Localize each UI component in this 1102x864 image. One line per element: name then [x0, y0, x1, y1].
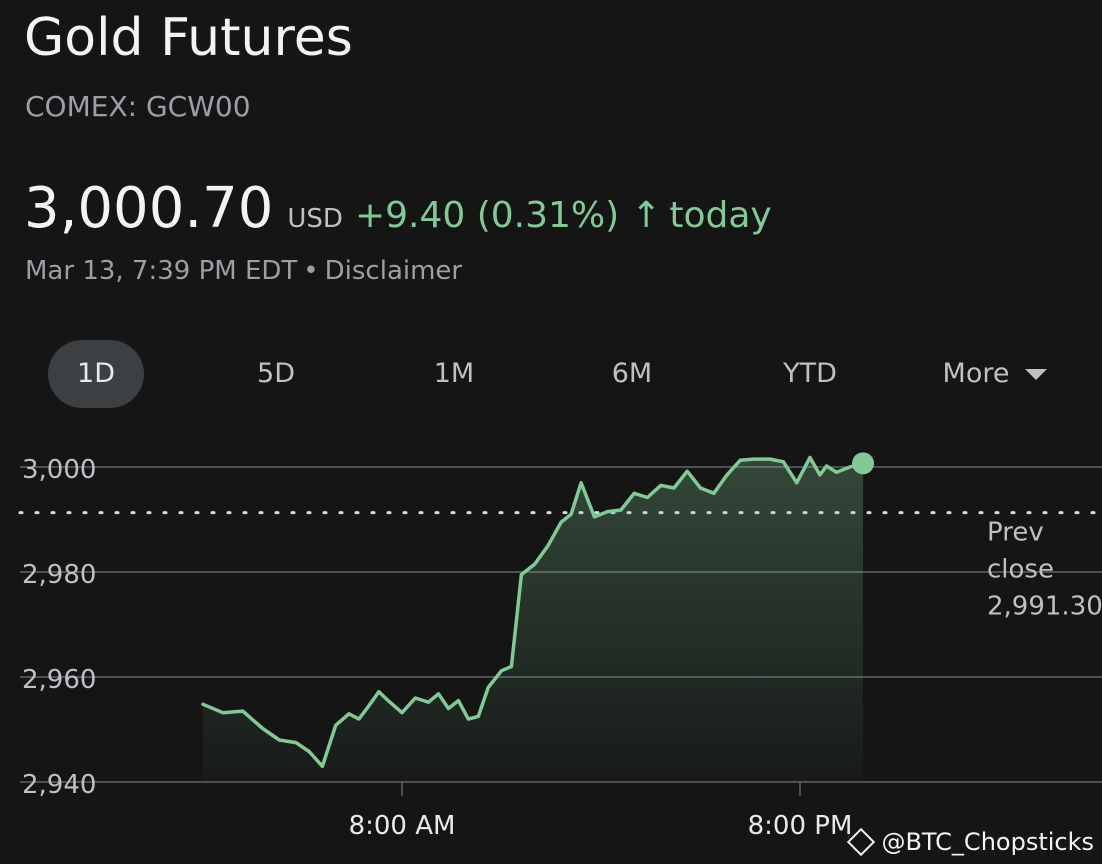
ticker-symbol: COMEX: GCW00 [25, 90, 251, 123]
range-tabs: 1D 5D 1M 6M YTD More [48, 340, 1078, 410]
tab-6m[interactable]: 6M [611, 358, 653, 389]
current-point [852, 452, 875, 475]
y-tick-label: 2,960 [22, 665, 96, 695]
watermark: @BTC_Chopsticks [847, 827, 1094, 857]
x-tick-label: 8:00 PM [748, 811, 853, 841]
timestamp: Mar 13, 7:39 PM EDT [25, 256, 298, 286]
prev-close-value: 2,991.30 [987, 592, 1102, 622]
y-tick-label: 3,000 [22, 455, 96, 485]
chevron-down-icon [1025, 369, 1048, 380]
tab-1m[interactable]: 1M [433, 358, 475, 389]
price-row: 3,000.70 USD +9.40 (0.31%) ↑ today [24, 176, 772, 241]
logo-icon [847, 827, 876, 857]
x-tick-label: 8:00 AM [349, 811, 456, 841]
change-period: today [669, 195, 772, 236]
price-change: +9.40 (0.31%) [354, 195, 620, 236]
prev-close-label: Prev [987, 518, 1044, 548]
tab-5d[interactable]: 5D [257, 358, 295, 389]
separator: • [303, 256, 319, 286]
page-title: Gold Futures [24, 8, 353, 68]
tab-more[interactable]: More [920, 340, 1070, 408]
arrow-up-icon: ↑ [631, 195, 662, 236]
tab-ytd[interactable]: YTD [783, 358, 837, 389]
prev-close-label: close [987, 555, 1054, 585]
current-price: 3,000.70 [24, 176, 274, 241]
y-tick-label: 2,940 [22, 770, 96, 800]
price-meta: Mar 13, 7:39 PM EDT • Disclaimer [25, 256, 462, 286]
y-tick-label: 2,980 [22, 560, 96, 590]
area-fill [203, 457, 863, 782]
tab-1d[interactable]: 1D [48, 340, 144, 408]
currency-label: USD [287, 204, 343, 234]
price-line [201, 455, 865, 769]
disclaimer-link[interactable]: Disclaimer [324, 256, 463, 286]
